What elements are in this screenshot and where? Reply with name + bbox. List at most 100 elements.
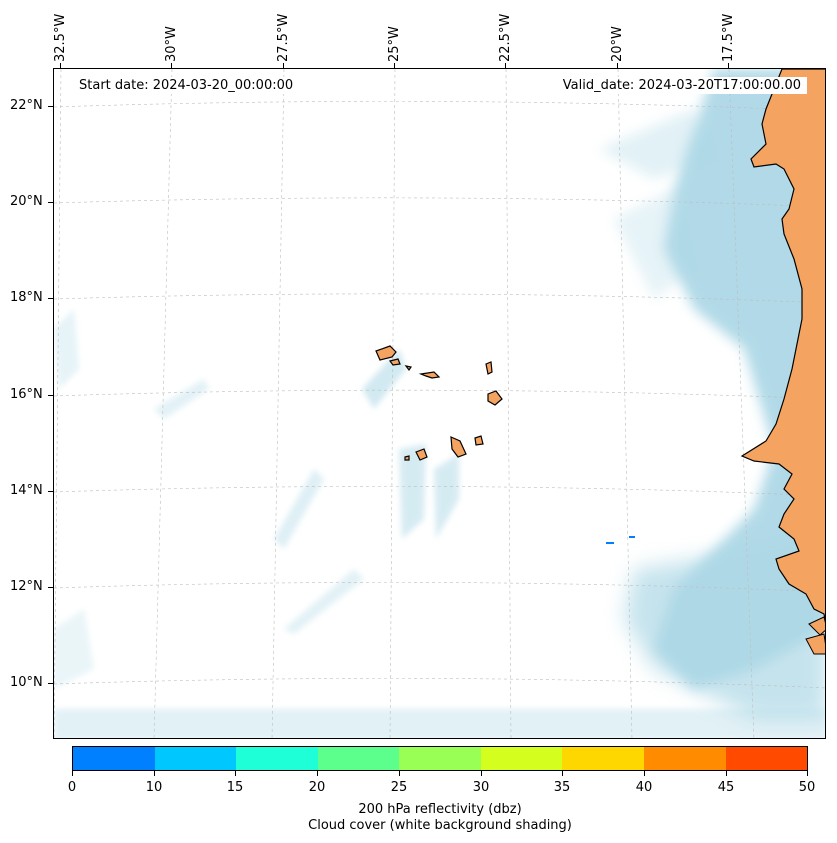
- colorbar-segment-0-10: [73, 747, 155, 770]
- parallel: [54, 389, 825, 400]
- lat-label-22n: 22°N: [10, 98, 43, 113]
- island-fogo: [415, 448, 428, 461]
- lat-tick: [48, 587, 53, 588]
- colorbar-tick-label: 10: [145, 780, 163, 795]
- island-santa-luzia: [404, 365, 412, 372]
- lat-label-12n: 12°N: [10, 579, 43, 594]
- colorbar-tick-label: 50: [798, 780, 816, 795]
- colorbar-tick: [72, 771, 73, 776]
- parallel: [54, 582, 825, 593]
- lon-tick: [283, 63, 284, 68]
- cloud-streak-6: [154, 379, 209, 419]
- lon-tick: [60, 63, 61, 68]
- colorbar-segment-20-25: [317, 747, 400, 770]
- valid-date-label: Valid_date: 2024-03-20T17:00:00.00: [556, 77, 807, 94]
- cloud-streak-8: [54, 609, 94, 689]
- colorbar-segment-10-15: [154, 747, 237, 770]
- colorbar-tick: [317, 771, 318, 776]
- cloud-streak-2: [399, 444, 426, 539]
- meridian: [505, 69, 512, 738]
- echo-small-1: [606, 542, 614, 544]
- island-sao-vicente: [388, 358, 401, 366]
- island-sal: [485, 361, 493, 375]
- colorbar-tick: [235, 771, 236, 776]
- lon-tick: [171, 63, 172, 68]
- cabo-verde-islands: [375, 345, 503, 461]
- lon-tick: [505, 63, 506, 68]
- cloud-wisp-mid: [614, 189, 694, 299]
- lat-label-16n: 16°N: [10, 387, 43, 402]
- colorbar-tick-label: 35: [553, 780, 571, 795]
- cloud-cover-layer: [54, 69, 825, 738]
- island-sao-nicolau: [418, 371, 441, 379]
- africa-mainland: [740, 69, 825, 655]
- coastline-islands-south: [805, 616, 825, 655]
- parallel: [54, 486, 825, 497]
- meridian: [728, 69, 755, 738]
- cloud-streak-4: [274, 469, 324, 549]
- meridian: [617, 69, 633, 738]
- island-brava: [404, 455, 410, 461]
- cloud-streak-5: [284, 569, 364, 634]
- parallel: [54, 101, 825, 112]
- colorbar-segment-30-35: [480, 747, 563, 770]
- map-svg: [54, 69, 825, 738]
- colorbar-segment-45-50: [725, 747, 808, 770]
- island-maio: [474, 435, 484, 446]
- lat-label-18n: 18°N: [10, 290, 43, 305]
- lat-label-14n: 14°N: [10, 483, 43, 498]
- lat-tick: [48, 298, 53, 299]
- cloud-streak-7: [54, 309, 79, 389]
- colorbar-tick-label: 45: [717, 780, 735, 795]
- colorbar-segment-25-30: [399, 747, 481, 770]
- colorbar-tick: [481, 771, 482, 776]
- lat-label-10n: 10°N: [10, 675, 43, 690]
- colorbar-tick: [644, 771, 645, 776]
- colorbar-segment-35-40: [562, 747, 644, 770]
- lat-tick: [48, 491, 53, 492]
- colorbar-tick: [562, 771, 563, 776]
- colorbar-tick-label: 30: [472, 780, 490, 795]
- island-santo-antao: [375, 345, 397, 361]
- parallel: [54, 678, 825, 689]
- colorbar-tick: [726, 771, 727, 776]
- colorbar-tick-label: 40: [635, 780, 653, 795]
- lat-tick: [48, 683, 53, 684]
- colorbar-tick-label: 15: [226, 780, 244, 795]
- lon-label-25w: 25°W: [387, 26, 402, 62]
- colorbar-tick: [807, 771, 808, 776]
- cloud-band-south: [624, 539, 825, 719]
- lat-tick: [48, 395, 53, 396]
- lon-tick: [617, 63, 618, 68]
- lat-tick: [48, 106, 53, 107]
- lon-label-22-5w: 22.5°W: [498, 13, 513, 62]
- lon-label-30w: 30°W: [164, 26, 179, 62]
- island-santiago: [450, 436, 467, 458]
- lon-label-27-5w: 27.5°W: [276, 13, 291, 62]
- start-date-label: Start date: 2024-03-20_00:00:00: [73, 77, 300, 94]
- reflectivity-echoes: [606, 536, 635, 544]
- colorbar-sublabel: Cloud cover (white background shading): [308, 818, 572, 833]
- lon-label-20w: 20°W: [610, 26, 625, 62]
- island-boa-vista: [487, 390, 503, 406]
- cloud-streak-3: [434, 454, 459, 539]
- parallel: [54, 293, 825, 304]
- lon-tick: [394, 63, 395, 68]
- colorbar-tick-label: 20: [308, 780, 326, 795]
- graticule: [54, 69, 825, 738]
- lon-tick: [728, 63, 729, 68]
- meridian: [389, 69, 396, 738]
- lon-label-17-5w: 17.5°W: [721, 13, 736, 62]
- coastline-west-africa: [740, 69, 825, 623]
- cloud-band-bottom: [54, 709, 825, 738]
- map-canvas[interactable]: [53, 68, 826, 739]
- colorbar-segment-15-20: [236, 747, 318, 770]
- meridian: [54, 69, 62, 738]
- lat-label-20n: 20°N: [10, 194, 43, 209]
- cloud-wisp-north: [599, 109, 714, 179]
- meridian: [153, 69, 173, 738]
- lon-label-32-5w: 32.5°W: [53, 13, 68, 62]
- colorbar-tick: [399, 771, 400, 776]
- colorbar-segment-40-45: [643, 747, 726, 770]
- colorbar: [72, 746, 808, 771]
